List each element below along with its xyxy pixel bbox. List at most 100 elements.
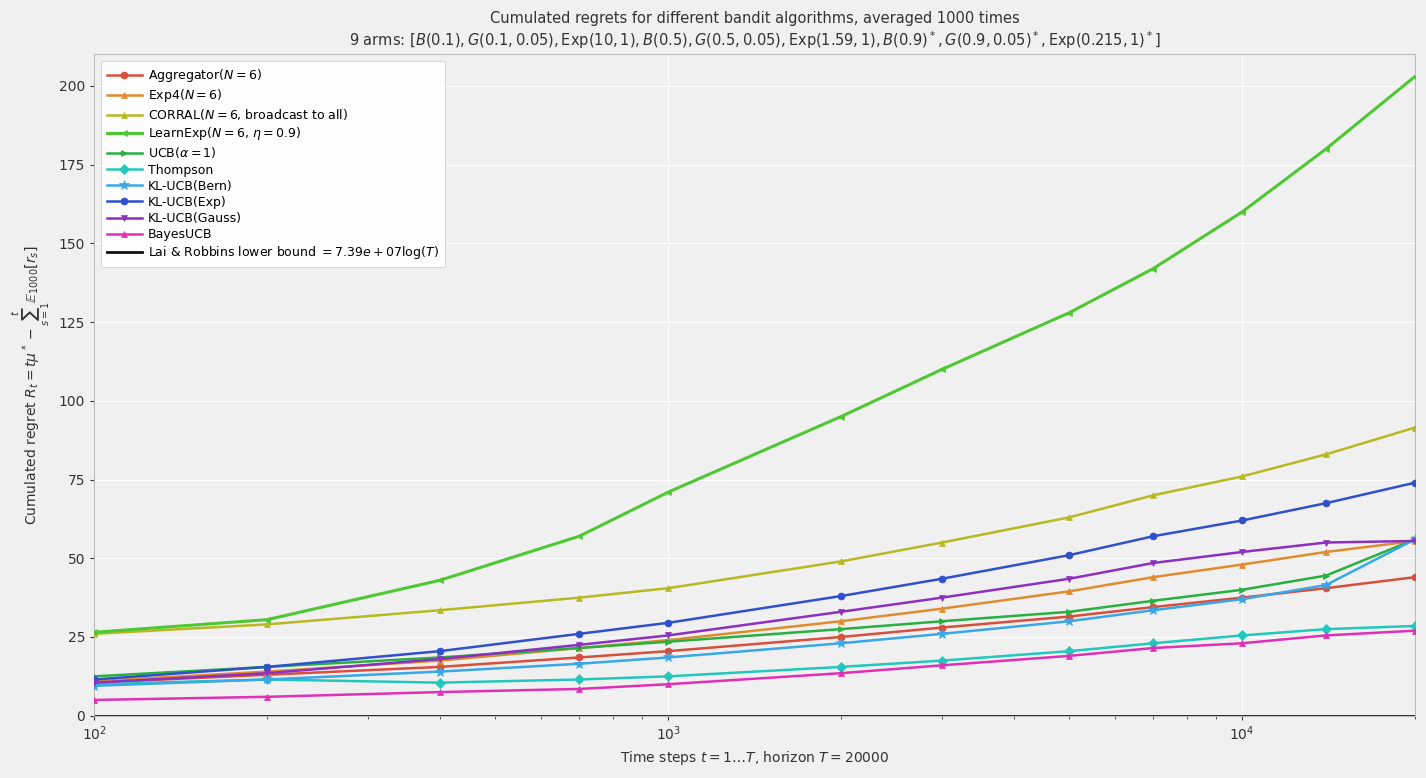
KL-UCB(Exp) [1145, 531, 1162, 541]
KL-UCB(Gauss) [1233, 547, 1251, 556]
UCB$(\alpha=1)$ [660, 637, 677, 647]
Exp4$(N=6)$ [86, 676, 103, 685]
Thompson [1061, 647, 1078, 656]
Aggregator$(N=6)$ [1233, 593, 1251, 602]
KL-UCB(Bern) [1145, 605, 1162, 615]
Thompson [1145, 639, 1162, 648]
Exp4$(N=6)$ [1061, 587, 1078, 596]
CORRAL$(N=6$, broadcast to all$)$ [86, 629, 103, 639]
KL-UCB(Gauss) [1061, 574, 1078, 584]
KL-UCB(Exp) [934, 574, 951, 584]
BayesUCB [258, 692, 275, 702]
Aggregator$(N=6)$ [1061, 612, 1078, 621]
KL-UCB(Bern) [258, 675, 275, 684]
Exp4$(N=6)$ [431, 656, 448, 665]
KL-UCB(Exp) [1318, 499, 1335, 508]
Line: KL-UCB(Gauss): KL-UCB(Gauss) [91, 538, 1419, 686]
LearnExp$(N=6$, $\eta=0.9)$ [1061, 308, 1078, 317]
KL-UCB(Bern) [1061, 617, 1078, 626]
Line: Exp4$(N=6)$: Exp4$(N=6)$ [91, 538, 1419, 685]
KL-UCB(Gauss) [570, 640, 588, 650]
CORRAL$(N=6$, broadcast to all$)$ [1061, 513, 1078, 522]
Thompson [570, 675, 588, 684]
Exp4$(N=6)$ [1318, 547, 1335, 556]
CORRAL$(N=6$, broadcast to all$)$ [934, 538, 951, 547]
BayesUCB [833, 668, 850, 678]
KL-UCB(Bern) [934, 629, 951, 639]
Thompson [660, 671, 677, 681]
BayesUCB [570, 685, 588, 694]
CORRAL$(N=6$, broadcast to all$)$ [570, 593, 588, 602]
Aggregator$(N=6)$ [1406, 573, 1423, 582]
LearnExp$(N=6$, $\eta=0.9)$ [258, 615, 275, 624]
Thompson [1233, 631, 1251, 640]
Y-axis label: Cumulated regret $R_t = t\mu^* - \sum_{s=1}^{t} \mathbb{E}_{1000}[r_s]$: Cumulated regret $R_t = t\mu^* - \sum_{s… [11, 245, 53, 525]
CORRAL$(N=6$, broadcast to all$)$ [1406, 423, 1423, 433]
LearnExp$(N=6$, $\eta=0.9)$ [1145, 264, 1162, 273]
Exp4$(N=6)$ [1233, 560, 1251, 569]
Line: KL-UCB(Exp): KL-UCB(Exp) [91, 479, 1419, 683]
UCB$(\alpha=1)$ [1233, 585, 1251, 594]
BayesUCB [1406, 626, 1423, 636]
KL-UCB(Bern) [1406, 534, 1423, 544]
KL-UCB(Gauss) [1145, 559, 1162, 568]
UCB$(\alpha=1)$ [1318, 571, 1335, 580]
KL-UCB(Exp) [1233, 516, 1251, 525]
LearnExp$(N=6$, $\eta=0.9)$ [86, 628, 103, 637]
BayesUCB [934, 661, 951, 670]
Thompson [86, 679, 103, 689]
Thompson [934, 656, 951, 665]
KL-UCB(Gauss) [86, 678, 103, 687]
Exp4$(N=6)$ [1406, 536, 1423, 545]
KL-UCB(Gauss) [258, 668, 275, 678]
KL-UCB(Bern) [86, 681, 103, 690]
Aggregator$(N=6)$ [934, 623, 951, 633]
Aggregator$(N=6)$ [431, 662, 448, 671]
KL-UCB(Gauss) [833, 607, 850, 616]
Aggregator$(N=6)$ [1145, 602, 1162, 612]
Thompson [1318, 625, 1335, 634]
Legend: Aggregator$(N=6)$, Exp4$(N=6)$, CORRAL$(N=6$, broadcast to all$)$, LearnExp$(N=6: Aggregator$(N=6)$, Exp4$(N=6)$, CORRAL$(… [100, 61, 445, 268]
Line: Thompson: Thompson [91, 622, 1419, 688]
Aggregator$(N=6)$ [833, 633, 850, 642]
Line: CORRAL$(N=6$, broadcast to all$)$: CORRAL$(N=6$, broadcast to all$)$ [91, 424, 1419, 637]
KL-UCB(Bern) [660, 653, 677, 662]
Title: Cumulated regrets for different bandit algorithms, averaged 1000 times
9 arms: $: Cumulated regrets for different bandit a… [349, 11, 1161, 51]
Exp4$(N=6)$ [258, 667, 275, 676]
CORRAL$(N=6$, broadcast to all$)$ [833, 557, 850, 566]
Line: KL-UCB(Bern): KL-UCB(Bern) [90, 534, 1420, 691]
KL-UCB(Exp) [833, 591, 850, 601]
Thompson [1406, 622, 1423, 631]
KL-UCB(Exp) [570, 629, 588, 639]
Aggregator$(N=6)$ [1318, 584, 1335, 593]
LearnExp$(N=6$, $\eta=0.9)$ [431, 576, 448, 585]
KL-UCB(Bern) [1233, 594, 1251, 604]
LearnExp$(N=6$, $\eta=0.9)$ [1406, 72, 1423, 81]
Line: BayesUCB: BayesUCB [91, 627, 1419, 703]
BayesUCB [1145, 643, 1162, 653]
UCB$(\alpha=1)$ [1145, 596, 1162, 605]
KL-UCB(Exp) [660, 619, 677, 628]
BayesUCB [660, 679, 677, 689]
LearnExp$(N=6$, $\eta=0.9)$ [833, 412, 850, 421]
Exp4$(N=6)$ [1145, 573, 1162, 582]
KL-UCB(Gauss) [660, 631, 677, 640]
BayesUCB [431, 688, 448, 697]
Line: LearnExp$(N=6$, $\eta=0.9)$: LearnExp$(N=6$, $\eta=0.9)$ [91, 73, 1419, 636]
UCB$(\alpha=1)$ [934, 617, 951, 626]
BayesUCB [1233, 639, 1251, 648]
KL-UCB(Gauss) [934, 593, 951, 602]
UCB$(\alpha=1)$ [1406, 534, 1423, 544]
UCB$(\alpha=1)$ [258, 662, 275, 671]
UCB$(\alpha=1)$ [86, 671, 103, 681]
KL-UCB(Exp) [258, 662, 275, 671]
KL-UCB(Gauss) [1318, 538, 1335, 547]
Line: Aggregator$(N=6)$: Aggregator$(N=6)$ [91, 573, 1419, 686]
CORRAL$(N=6$, broadcast to all$)$ [660, 584, 677, 593]
Aggregator$(N=6)$ [86, 678, 103, 687]
Aggregator$(N=6)$ [660, 647, 677, 656]
KL-UCB(Bern) [570, 659, 588, 668]
UCB$(\alpha=1)$ [570, 643, 588, 653]
CORRAL$(N=6$, broadcast to all$)$ [258, 620, 275, 629]
CORRAL$(N=6$, broadcast to all$)$ [1145, 491, 1162, 500]
